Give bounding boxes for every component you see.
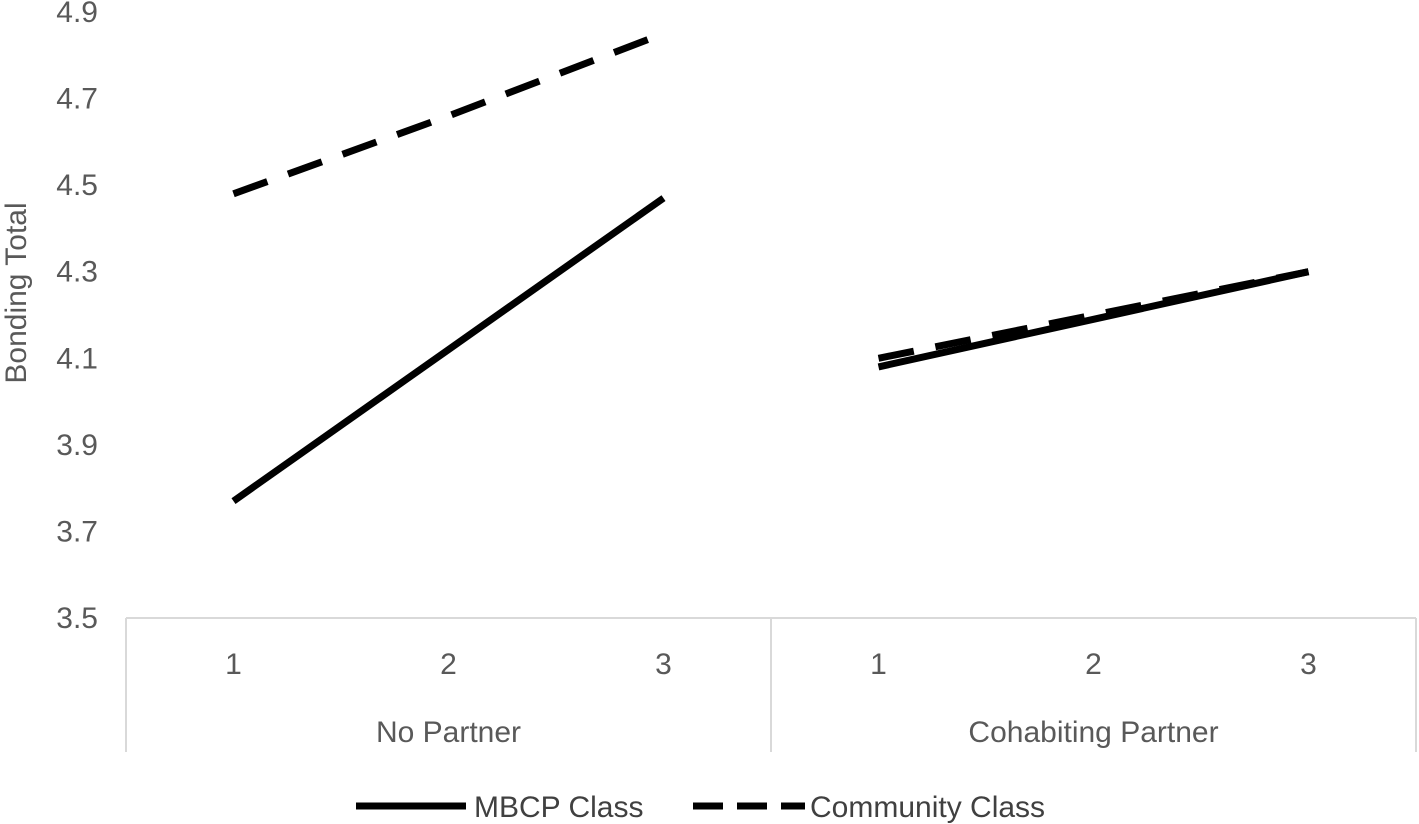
x-tick-label: 3 — [655, 648, 672, 681]
series-line-community-class — [877, 268, 1310, 362]
y-tick-label: 3.5 — [56, 602, 98, 635]
series-line-mbcp-class — [231, 195, 666, 504]
y-axis: 3.5 3.7 3.9 4.1 4.3 4.5 4.7 4.9 — [56, 0, 98, 635]
y-tick-label: 3.9 — [56, 429, 98, 462]
plot-area — [231, 30, 1310, 504]
y-tick-label: 4.7 — [56, 83, 98, 116]
series-line-community-class — [232, 30, 665, 198]
x-tick-label: 1 — [225, 648, 242, 681]
y-tick-label: 4.1 — [56, 342, 98, 375]
y-tick-label: 4.9 — [56, 0, 98, 29]
legend-label: Community Class — [810, 791, 1045, 824]
x-group-label: No Partner — [376, 716, 521, 749]
legend-label: MBCP Class — [474, 791, 643, 824]
x-axis: 1 2 3 No Partner 1 2 3 Cohabiting Partner — [125, 617, 1417, 752]
x-tick-label: 2 — [440, 648, 457, 681]
x-tick-label: 3 — [1300, 648, 1317, 681]
x-group-label: Cohabiting Partner — [968, 716, 1218, 749]
y-tick-label: 3.7 — [56, 515, 98, 548]
y-tick-label: 4.3 — [56, 256, 98, 289]
x-tick-label: 2 — [1085, 648, 1102, 681]
x-tick-label: 1 — [870, 648, 887, 681]
legend: MBCP Class Community Class — [356, 791, 1045, 824]
y-tick-label: 4.5 — [56, 169, 98, 202]
y-axis-title: Bonding Total — [0, 202, 33, 383]
